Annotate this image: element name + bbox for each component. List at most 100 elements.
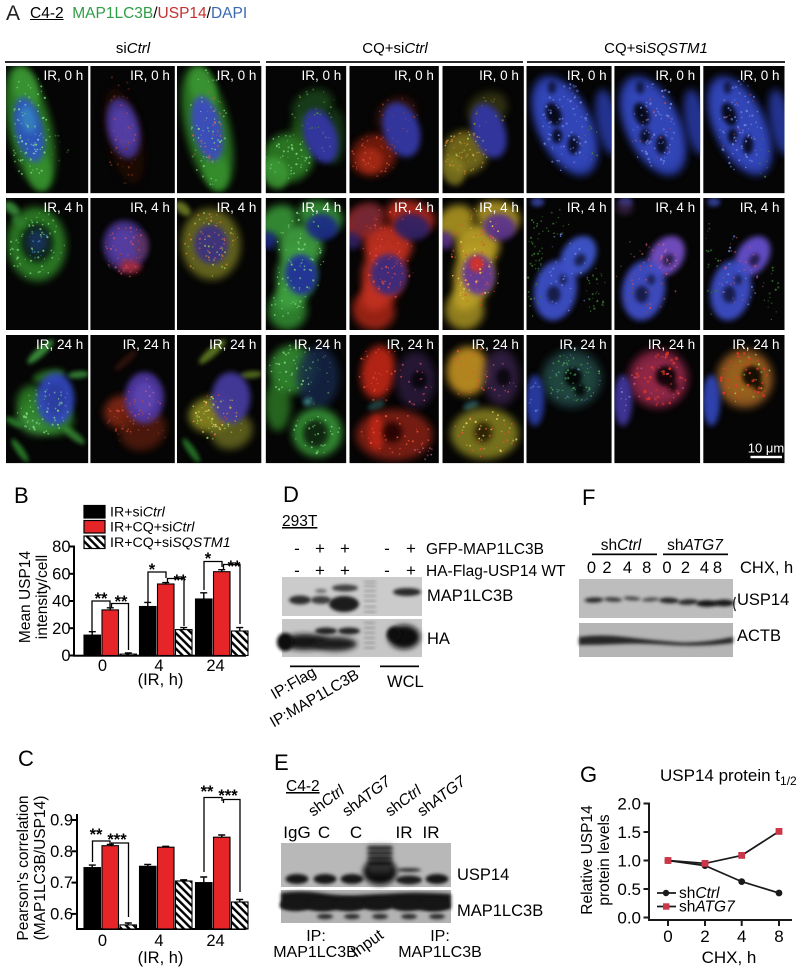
svg-text:***: *** [107,831,127,849]
svg-text:IR, 4 h: IR, 4 h [567,200,607,215]
svg-text:0.9: 0.9 [50,812,73,830]
svg-text:20: 20 [52,620,70,638]
svg-text:IR, 24 h: IR, 24 h [472,337,519,352]
svg-text:IR, 0 h: IR, 0 h [217,68,257,83]
svg-text:shCtrl: shCtrl [601,537,642,554]
svg-text:IR, 4 h: IR, 4 h [130,200,170,215]
svg-text:0.6: 0.6 [50,905,73,923]
svg-text:-: - [384,539,390,558]
svg-text:0: 0 [98,657,107,675]
svg-text:IR, 24 h: IR, 24 h [123,337,170,352]
svg-text:10 μm: 10 μm [748,441,784,456]
svg-text:IP:: IP: [430,928,450,945]
svg-text:**: ** [95,590,108,608]
svg-text:IR, 24 h: IR, 24 h [294,337,341,352]
svg-text:4: 4 [154,932,163,950]
svg-text:IR, 0 h: IR, 0 h [44,68,84,83]
svg-text:WCL: WCL [387,673,424,691]
svg-text:**: ** [174,572,187,590]
svg-text:+: + [315,539,325,558]
svg-text:shATG7: shATG7 [679,899,736,916]
svg-text:1.0: 1.0 [617,852,641,871]
svg-text:IR, 4 h: IR, 4 h [479,200,519,215]
svg-text:0.5: 0.5 [617,880,641,899]
svg-text:F: F [582,485,595,510]
svg-text:2: 2 [681,559,690,577]
svg-text:8: 8 [713,559,722,577]
svg-text:+: + [406,539,416,558]
svg-text:IR, 24 h: IR, 24 h [387,337,434,352]
svg-text:MAP1LC3B: MAP1LC3B [273,944,357,961]
svg-text:IR, 4 h: IR, 4 h [217,200,257,215]
svg-text:IR: IR [396,823,413,842]
svg-text:4: 4 [154,657,163,675]
svg-text:0: 0 [587,559,596,577]
svg-text:0.7: 0.7 [50,874,73,892]
svg-text:MAP1LC3B: MAP1LC3B [457,902,543,920]
svg-text:80: 80 [52,538,70,556]
svg-text:8: 8 [642,559,651,577]
svg-text:**: ** [90,826,103,844]
svg-text:USP14 protein t1/2: USP14 protein t1/2 [660,766,797,788]
svg-text:IR, 0 h: IR, 0 h [655,68,695,83]
svg-text:IR, 4 h: IR, 4 h [740,200,780,215]
svg-text:(IR, h): (IR, h) [138,949,184,967]
svg-text:IR, 0 h: IR, 0 h [130,68,170,83]
svg-text:0: 0 [61,647,70,665]
svg-text:IR, 4 h: IR, 4 h [44,200,84,215]
svg-text:IR, 24 h: IR, 24 h [559,337,606,352]
svg-text:***: *** [218,787,238,805]
svg-text:GFP-MAP1LC3B: GFP-MAP1LC3B [426,541,544,558]
svg-text:-: - [294,539,300,558]
svg-text:IR, 4 h: IR, 4 h [655,200,695,215]
svg-text:+: + [406,561,416,580]
svg-text:IR, 0 h: IR, 0 h [479,68,519,83]
svg-text:293T: 293T [282,513,318,530]
svg-text:HA-Flag-USP14 WT: HA-Flag-USP14 WT [426,563,566,580]
svg-text:IP:: IP: [306,928,326,945]
svg-text:60: 60 [52,565,70,583]
svg-text:shCtrl: shCtrl [679,885,720,902]
svg-text:E: E [274,750,289,775]
svg-text:*: * [149,561,156,579]
svg-text:24: 24 [206,657,224,675]
svg-text:C4-2: C4-2 [286,778,320,795]
svg-text:IR, 0 h: IR, 0 h [567,68,607,83]
svg-text:CHX, h: CHX, h [702,948,757,967]
svg-text:IR, 0 h: IR, 0 h [394,68,434,83]
svg-text:0.0: 0.0 [617,909,641,928]
svg-text:4: 4 [700,559,709,577]
svg-text:C: C [350,823,362,842]
svg-text:G: G [580,762,597,787]
svg-text:**: ** [228,558,241,576]
svg-text:IR, 0 h: IR, 0 h [302,68,342,83]
svg-text:24: 24 [206,932,224,950]
svg-text:IR, 0 h: IR, 0 h [740,68,780,83]
svg-text:-: - [384,561,390,580]
svg-text:shATG7: shATG7 [667,537,724,554]
svg-text:MAP1LC3B: MAP1LC3B [427,587,513,605]
svg-text:B: B [14,483,29,508]
svg-text:Relative USP14protein levels: Relative USP14protein levels [579,805,613,915]
svg-text:Pearson's correlation(MAP1LC3B: Pearson's correlation(MAP1LC3B/USP14) [15,795,49,940]
svg-text:**: ** [201,783,214,801]
svg-text:IR, 24 h: IR, 24 h [732,337,779,352]
svg-text:ACTB: ACTB [737,627,781,645]
svg-text:(IR, h): (IR, h) [138,671,184,689]
svg-text:IR, 24 h: IR, 24 h [648,337,695,352]
svg-text:D: D [283,482,299,507]
svg-text:IR, 4 h: IR, 4 h [302,200,342,215]
svg-text:IgG: IgG [283,823,310,842]
svg-text:IR, 4 h: IR, 4 h [394,200,434,215]
svg-text:1.5: 1.5 [617,823,641,842]
svg-text:Mean USP14intensity/cell: Mean USP14intensity/cell [17,551,51,644]
svg-text:USP14: USP14 [457,866,509,884]
svg-text:+: + [315,561,325,580]
svg-text:MAP1LC3B: MAP1LC3B [398,944,482,961]
svg-text:IR+CQ+siCtrl: IR+CQ+siCtrl [110,520,195,536]
svg-text:-: - [294,561,300,580]
svg-text:*: * [205,550,212,568]
svg-text:2: 2 [700,927,709,946]
svg-text:CHX, h: CHX, h [740,559,793,577]
svg-text:IR, 24 h: IR, 24 h [36,337,83,352]
